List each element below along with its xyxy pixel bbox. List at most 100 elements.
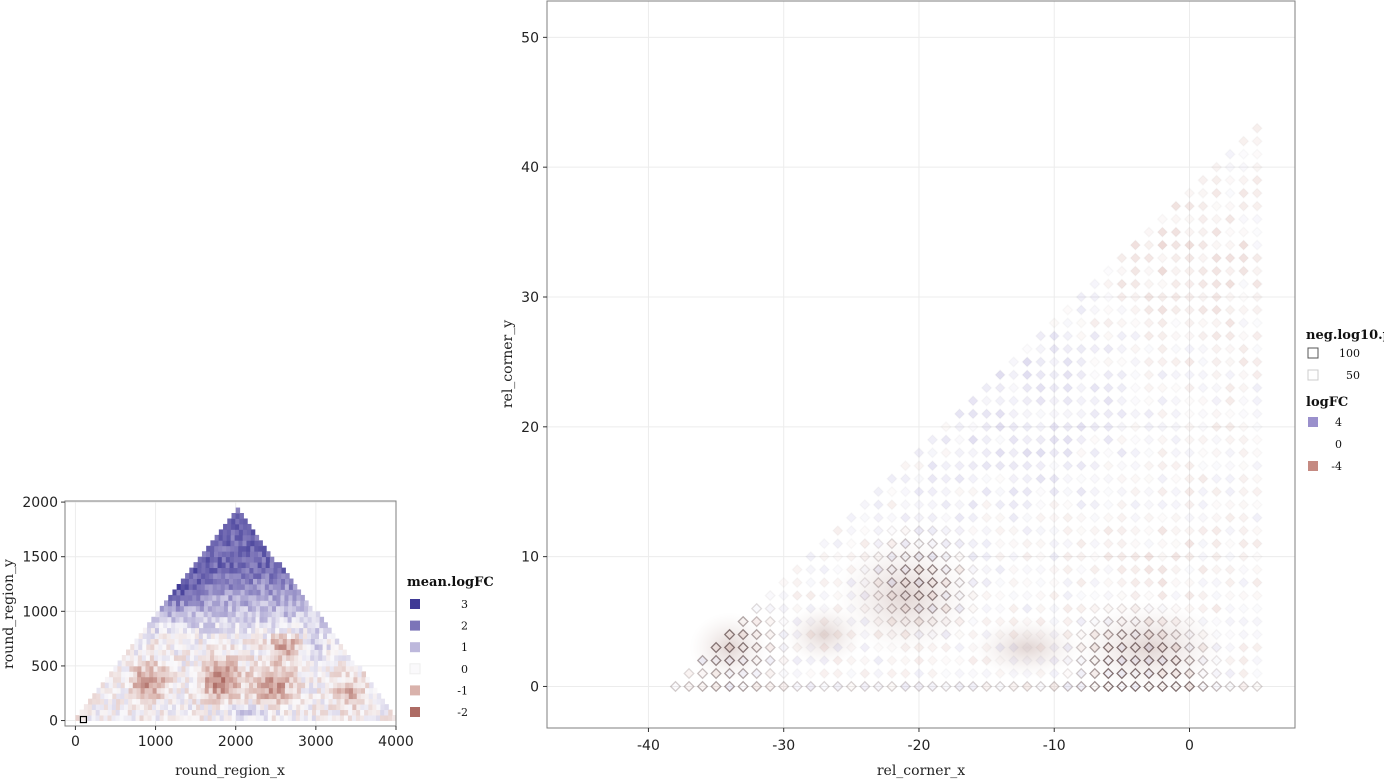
heatmap-cell xyxy=(238,655,243,661)
heatmap-cell xyxy=(344,698,349,705)
heatmap-cell xyxy=(231,622,236,629)
heatmap-cell xyxy=(182,644,187,650)
scatter-point xyxy=(1062,667,1074,680)
heatmap-cell xyxy=(170,627,176,634)
scatter-point xyxy=(994,602,1006,615)
heatmap-cell xyxy=(317,665,323,672)
heatmap-cell xyxy=(134,638,139,645)
heatmap-cell xyxy=(230,633,236,640)
scatter-point xyxy=(1156,460,1169,472)
scatter-point xyxy=(872,615,885,628)
scatter-point xyxy=(764,667,776,680)
scatter-point xyxy=(791,641,803,654)
scatter-point xyxy=(1210,447,1223,459)
heatmap-cell xyxy=(281,567,286,574)
scatter-point xyxy=(1116,447,1128,459)
heatmap-cell xyxy=(215,627,220,634)
right-legend-logfc-key xyxy=(1308,461,1318,471)
heatmap-cell xyxy=(229,660,235,667)
heatmap-cell xyxy=(376,704,381,711)
scatter-point xyxy=(1237,615,1250,628)
heatmap-cell xyxy=(306,655,311,661)
heatmap-cell xyxy=(269,573,274,579)
heatmap-cell xyxy=(141,671,146,678)
scatter-point xyxy=(764,602,776,615)
heatmap-cell xyxy=(289,578,294,585)
heatmap-cell xyxy=(252,704,257,711)
heatmap-cell xyxy=(150,649,155,656)
scatter-point xyxy=(845,615,858,628)
heatmap-cell xyxy=(217,655,223,661)
heatmap-cell xyxy=(220,578,226,585)
right-x-tick-label: 0 xyxy=(1185,738,1194,754)
heatmap-cell xyxy=(286,644,291,650)
heatmap-cell xyxy=(188,600,193,607)
heatmap-cell xyxy=(223,709,229,716)
heatmap-cell xyxy=(258,551,263,558)
scatter-point xyxy=(1197,213,1209,225)
heatmap-cell xyxy=(228,594,233,601)
heatmap-cell xyxy=(281,660,287,667)
heatmap-cell xyxy=(277,682,282,689)
heatmap-cell xyxy=(256,600,261,607)
heatmap-cell xyxy=(276,698,281,705)
heatmap-cell xyxy=(288,693,294,700)
scatter-point xyxy=(859,602,871,615)
scatter-point xyxy=(1102,524,1115,537)
heatmap-cell xyxy=(257,671,262,678)
heatmap-cell xyxy=(220,693,225,700)
heatmap-cell xyxy=(242,551,247,558)
scatter-point xyxy=(1143,667,1155,680)
heatmap-cell xyxy=(172,693,177,700)
heatmap-cell xyxy=(279,622,284,629)
scatter-point xyxy=(777,602,790,615)
heatmap-cell xyxy=(361,682,366,689)
scatter-point xyxy=(832,654,844,667)
heatmap-cell xyxy=(193,665,198,672)
heatmap-cell xyxy=(264,693,270,700)
heatmap-cell xyxy=(307,627,312,634)
scatter-point xyxy=(737,615,749,628)
heatmap-cell xyxy=(144,698,149,705)
scatter-point xyxy=(1183,213,1196,225)
heatmap-cell xyxy=(272,693,278,700)
scatter-point xyxy=(805,667,817,680)
heatmap-cell xyxy=(139,709,145,716)
scatter-point xyxy=(1062,395,1074,407)
scatter-point xyxy=(899,563,912,576)
heatmap-cell xyxy=(220,584,226,590)
heatmap-cell xyxy=(228,698,233,705)
heatmap-cell xyxy=(260,589,266,596)
heatmap-cell xyxy=(241,573,246,579)
heatmap-cell xyxy=(156,687,162,694)
heatmap-cell xyxy=(205,671,210,678)
heatmap-cell xyxy=(320,687,326,694)
left-y-tick-label: 0 xyxy=(49,714,58,730)
scatter-point xyxy=(1251,460,1263,472)
scatter-point xyxy=(845,628,858,641)
heatmap-cell xyxy=(214,545,219,552)
heatmap-cell xyxy=(336,687,342,694)
scatter-point xyxy=(683,680,695,693)
heatmap-cell xyxy=(174,633,180,640)
scatter-point xyxy=(1075,563,1088,576)
scatter-point xyxy=(913,576,925,589)
scatter-point xyxy=(1129,317,1142,329)
heatmap-cell xyxy=(209,671,214,678)
scatter-point xyxy=(994,408,1006,420)
scatter-point xyxy=(1116,486,1128,498)
heatmap-cell xyxy=(171,709,177,716)
heatmap-cell xyxy=(282,638,288,645)
heatmap-cell xyxy=(269,665,275,672)
heatmap-cell xyxy=(285,682,290,689)
scatter-point xyxy=(872,511,885,524)
heatmap-cell xyxy=(230,649,235,656)
heatmap-cell xyxy=(341,671,346,678)
heatmap-cell xyxy=(297,665,303,672)
heatmap-cell xyxy=(177,655,183,661)
heatmap-cell xyxy=(149,671,154,678)
heatmap-cell xyxy=(342,660,347,667)
heatmap-cell xyxy=(240,682,246,689)
heatmap-cell xyxy=(229,665,234,672)
scatter-point xyxy=(913,602,925,615)
